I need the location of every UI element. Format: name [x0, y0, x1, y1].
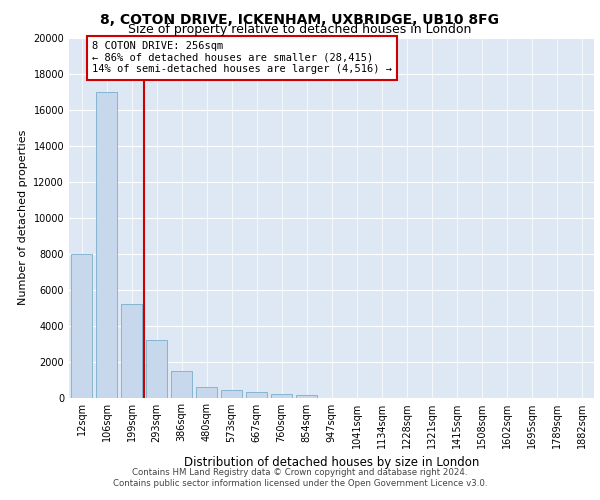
Bar — [146, 340, 167, 398]
Bar — [71, 254, 92, 398]
X-axis label: Distribution of detached houses by size in London: Distribution of detached houses by size … — [184, 456, 479, 469]
Bar — [296, 395, 317, 398]
Bar — [196, 386, 217, 398]
Text: Contains HM Land Registry data © Crown copyright and database right 2024.
Contai: Contains HM Land Registry data © Crown c… — [113, 468, 487, 487]
Bar — [96, 92, 117, 398]
Text: 8, COTON DRIVE, ICKENHAM, UXBRIDGE, UB10 8FG: 8, COTON DRIVE, ICKENHAM, UXBRIDGE, UB10… — [101, 12, 499, 26]
Bar — [171, 370, 192, 398]
Bar — [121, 304, 142, 398]
Y-axis label: Number of detached properties: Number of detached properties — [18, 130, 28, 305]
Text: Size of property relative to detached houses in London: Size of property relative to detached ho… — [128, 22, 472, 36]
Bar — [221, 390, 242, 398]
Bar — [271, 394, 292, 398]
Text: 8 COTON DRIVE: 256sqm
← 86% of detached houses are smaller (28,415)
14% of semi-: 8 COTON DRIVE: 256sqm ← 86% of detached … — [92, 41, 392, 74]
Bar — [246, 392, 267, 398]
